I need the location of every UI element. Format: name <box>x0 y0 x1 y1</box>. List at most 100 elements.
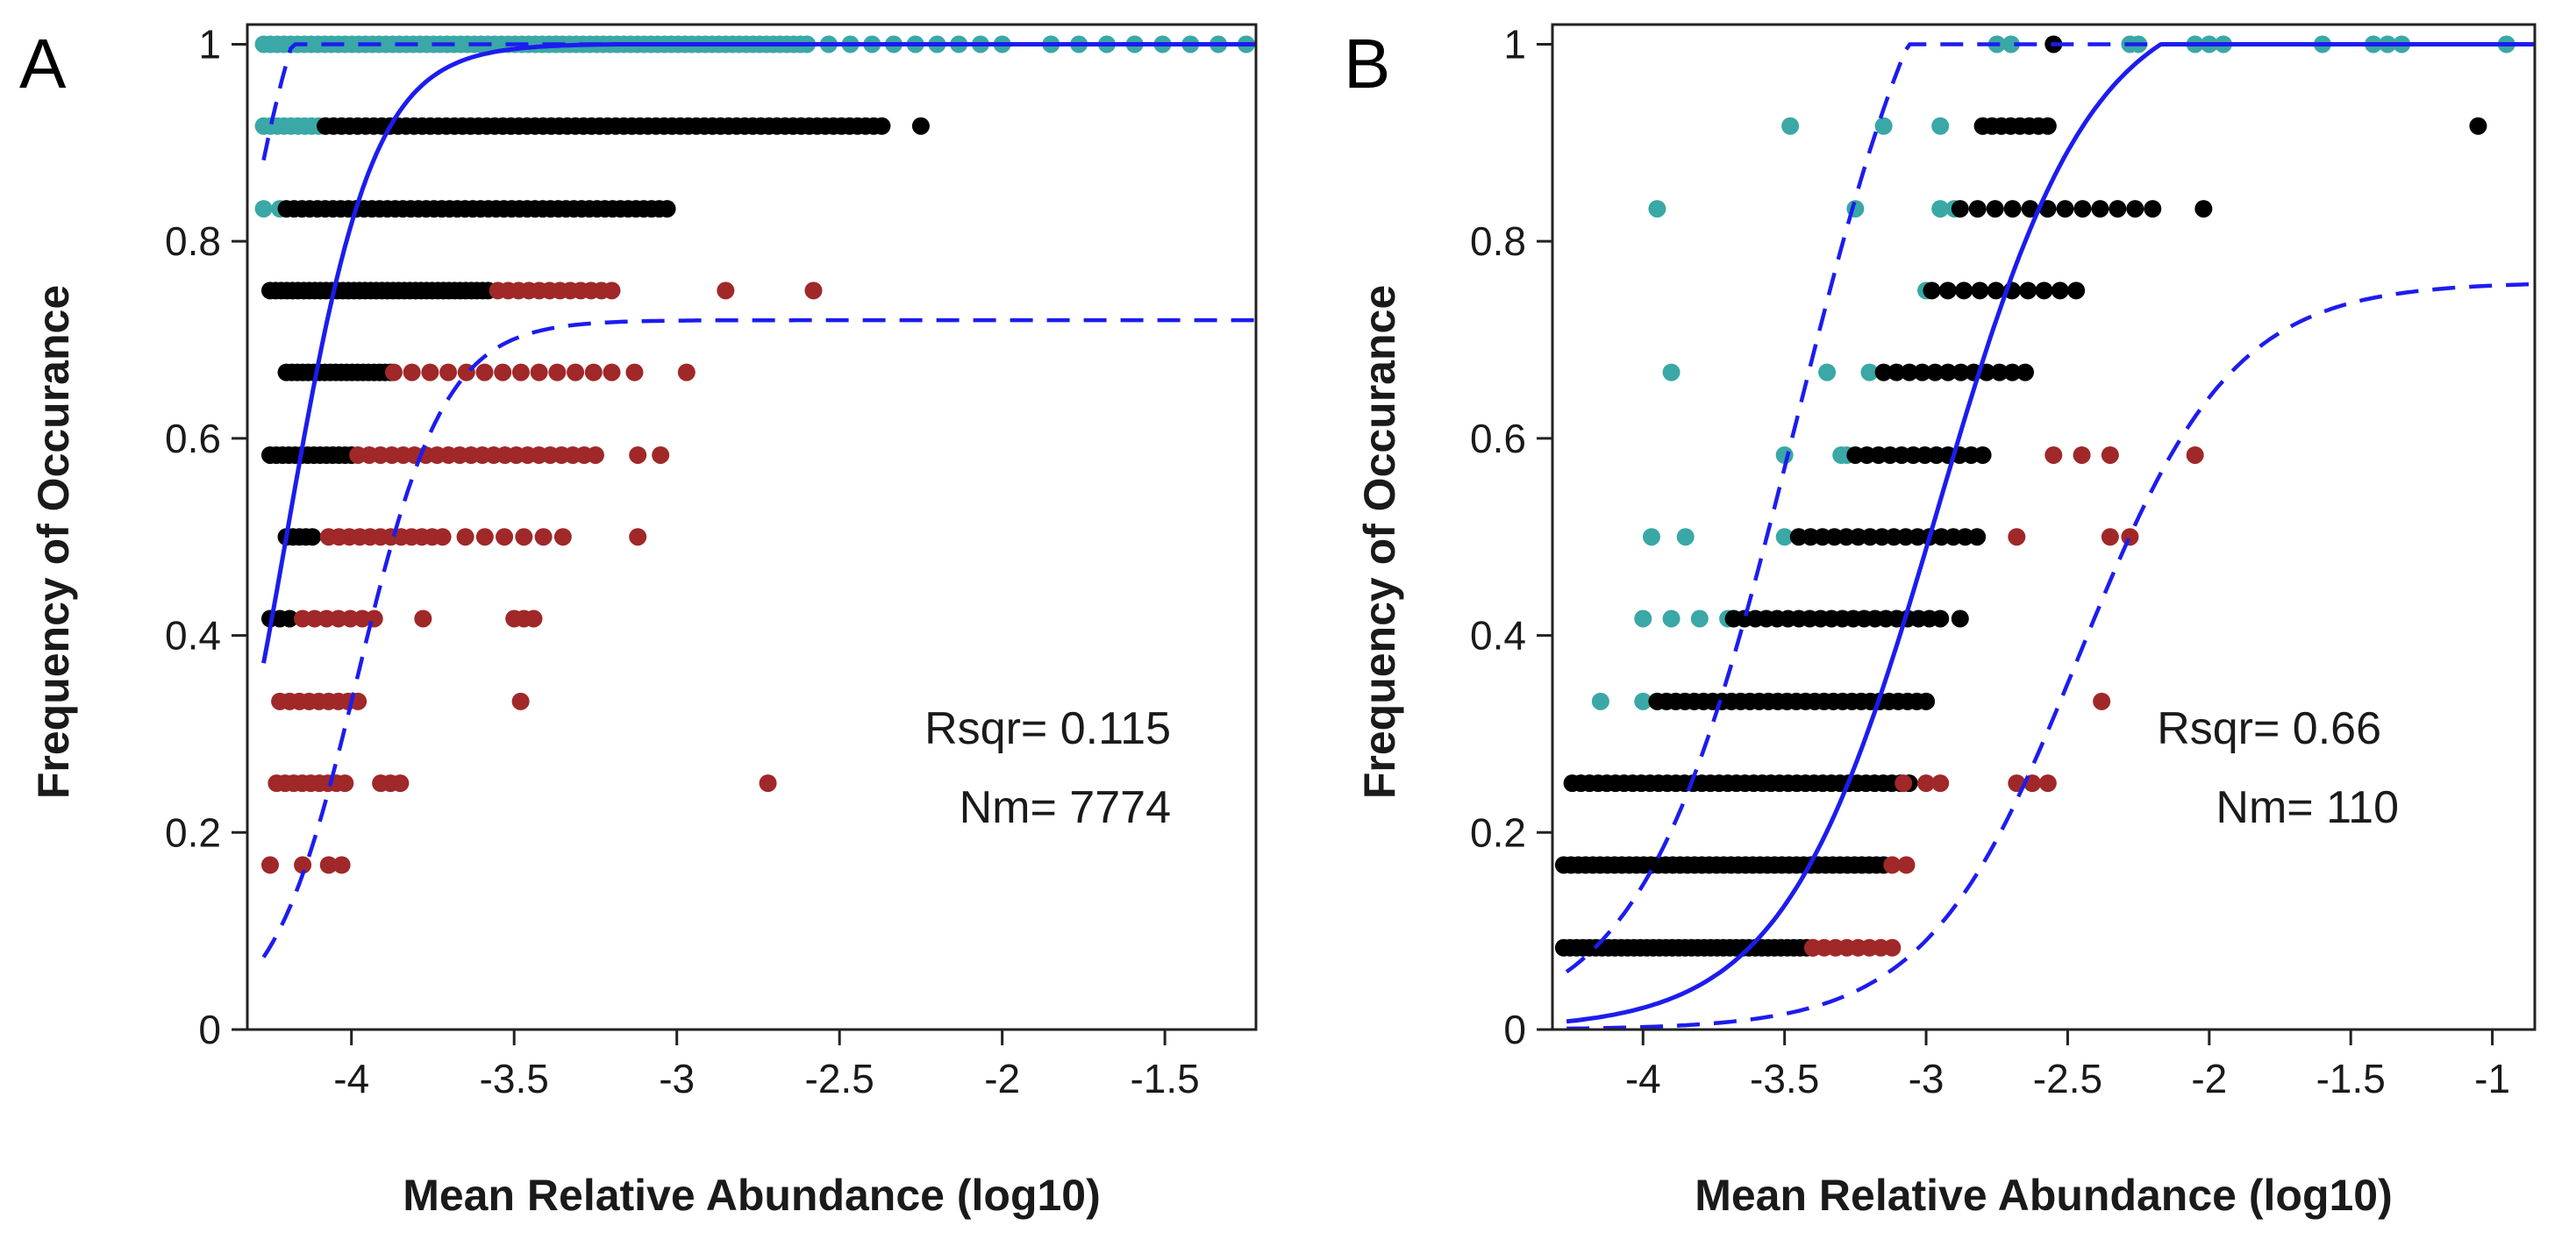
below-point <box>2038 774 2057 793</box>
below-point <box>2101 528 2119 546</box>
lower-confidence-band <box>1566 281 2535 1030</box>
above-point <box>1690 609 1709 628</box>
below-point <box>1917 774 1936 793</box>
panel-a-xlabel: Mean Relative Abundance (log10) <box>403 1171 1101 1220</box>
above-point <box>254 200 273 218</box>
panel-b-label: B <box>1344 25 1390 103</box>
y-tick-label: 0.4 <box>165 613 221 659</box>
neutral-model-fit-line <box>261 42 1256 664</box>
neutral-point <box>2056 200 2074 218</box>
neutral-point <box>1926 363 1944 381</box>
neutral-point <box>1913 363 1931 381</box>
below-point <box>332 856 351 874</box>
neutral-point <box>1968 200 1987 218</box>
below-point <box>567 363 585 381</box>
above-point <box>1775 528 1794 546</box>
y-tick-label: 0 <box>198 1007 221 1052</box>
neutral-point <box>1955 281 1973 300</box>
below-point <box>548 363 567 381</box>
below-point <box>2186 445 2204 464</box>
neutral-point <box>2073 200 2092 218</box>
above-point <box>1818 363 1837 381</box>
below-point <box>421 363 439 381</box>
below-point <box>2121 528 2139 546</box>
below-point <box>625 363 644 381</box>
panel-a-label: A <box>19 25 67 103</box>
neutral-point <box>2469 117 2487 135</box>
x-tick-label: -2 <box>2191 1056 2227 1101</box>
panel-b-xlabel: Mean Relative Abundance (log10) <box>1695 1171 2393 1220</box>
neutral-point <box>1874 363 1893 381</box>
below-point <box>1883 856 1902 874</box>
neutral-point <box>1923 281 1941 300</box>
below-point <box>759 774 777 793</box>
neutral-point <box>1990 363 2009 381</box>
neutral-point <box>2091 200 2109 218</box>
below-point <box>475 363 494 381</box>
x-tick-label: -4 <box>333 1056 369 1101</box>
below-point <box>2008 528 2026 546</box>
below-point <box>1883 938 1902 957</box>
below-point <box>553 528 572 546</box>
x-tick-label: -3.5 <box>1750 1056 1819 1101</box>
y-tick-label: 0.2 <box>1470 809 1526 855</box>
neutral-point <box>2067 281 2086 300</box>
below-point <box>414 609 432 628</box>
below-point <box>1931 774 1950 793</box>
below-point <box>804 281 823 300</box>
neutral-point <box>873 117 891 135</box>
panel-b-frame <box>1551 23 2537 1031</box>
below-point <box>456 528 475 546</box>
panel-a-ylabel: Frequency of Occurance <box>29 285 78 799</box>
neutral-point <box>1951 609 1969 628</box>
neutral-point <box>1887 363 1906 381</box>
y-tick-label: 0.2 <box>165 809 221 855</box>
above-point <box>1931 200 1950 218</box>
neutral-point <box>2021 200 2039 218</box>
x-tick-label: -2.5 <box>805 1056 874 1101</box>
neutral-point <box>2051 281 2069 300</box>
below-point <box>1895 774 1913 793</box>
upper-confidence-band <box>1565 42 2535 974</box>
panel-a-rsqr: Rsqr= 0.115 <box>924 703 1171 754</box>
below-point <box>511 363 530 381</box>
above-point <box>2002 35 2020 53</box>
neutral-point <box>1917 692 1936 710</box>
x-tick-label: -1.5 <box>1130 1056 1199 1101</box>
above-point <box>1931 117 1950 135</box>
above-point <box>1634 609 1652 628</box>
below-point <box>717 281 735 300</box>
x-tick-label: -2.5 <box>2033 1056 2102 1101</box>
neutral-model-fit-line <box>1566 42 2535 1024</box>
above-point <box>1860 363 1879 381</box>
above-point <box>1781 117 1800 135</box>
neutral-point <box>2109 200 2127 218</box>
neutral-point <box>658 200 676 218</box>
below-point <box>403 363 421 381</box>
panel-b: B Frequency of Occurance 00.20.40.60.81 … <box>1344 21 2537 1220</box>
y-tick-label: 0.4 <box>1470 613 1526 659</box>
below-point <box>433 528 452 546</box>
x-tick-label: -1 <box>2474 1056 2510 1101</box>
below-point <box>475 528 494 546</box>
below-point <box>391 774 410 793</box>
below-point <box>584 363 603 381</box>
panel-a: A Frequency of Occurance 00.20.40.60.81 … <box>19 21 1258 1220</box>
below-point <box>524 609 543 628</box>
y-tick-label: 0.8 <box>165 218 221 264</box>
above-point <box>1662 609 1680 628</box>
y-tick-label: 0.6 <box>1470 416 1526 461</box>
below-point <box>603 363 621 381</box>
neutral-point <box>2016 363 2035 381</box>
neutral-point <box>1951 200 1969 218</box>
above-point <box>1591 692 1609 710</box>
neutral-point <box>281 609 299 628</box>
below-point <box>494 363 512 381</box>
below-point <box>586 445 604 464</box>
below-point <box>2101 445 2119 464</box>
below-point <box>2044 445 2063 464</box>
x-tick-label: -1.5 <box>2316 1056 2386 1101</box>
upper-confidence-band <box>261 42 1256 161</box>
neutral-point <box>1900 363 1918 381</box>
